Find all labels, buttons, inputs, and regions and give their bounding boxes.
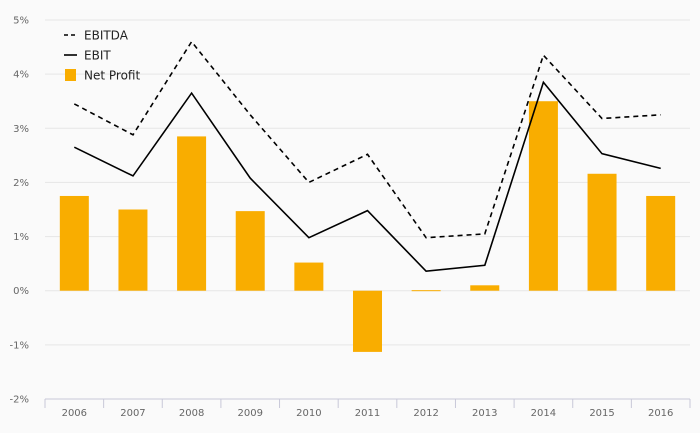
net-profit-bar [411,290,441,292]
net-profit-bar [470,285,500,291]
x-tick-label: 2009 [238,408,263,419]
x-tick-label: 2011 [355,408,380,419]
legend-label-ebitda: EBITDA [84,29,129,43]
x-tick-label: 2006 [62,408,87,419]
x-tick-label: 2012 [413,408,438,419]
x-tick-label: 2008 [179,408,204,419]
legend-swatch-net-profit [65,69,76,81]
net-profit-bar [118,209,148,291]
net-profit-bar [177,136,207,291]
y-axis: 5% 4% 3% 2% 1% 0% -1% -2% [10,16,29,406]
x-tick-label: 2014 [531,408,556,419]
x-tick-label: 2010 [296,408,321,419]
net-profit-bars [59,101,676,352]
x-tick-label: 2015 [589,408,614,419]
net-profit-bar [59,195,89,291]
y-tick-label: 3% [13,124,29,135]
ebit-line [73,80,661,273]
y-tick-label: -2% [10,395,29,406]
y-tick-label: 0% [13,286,29,297]
legend: EBITDA EBIT Net Profit [64,29,140,83]
y-tick-label: 5% [13,16,29,27]
x-tick-label: 2007 [120,408,145,419]
net-profit-bar [294,262,324,291]
net-profit-bar [353,290,382,352]
x-tick-label: 2016 [648,408,673,419]
y-tick-label: 2% [13,178,29,189]
net-profit-bar [528,101,558,291]
y-tick-label: 1% [13,232,29,243]
net-profit-bar [646,195,676,291]
series-lines [73,40,661,273]
legend-label-ebit: EBIT [84,49,111,63]
x-tick-label: 2013 [472,408,497,419]
legend-label-net-profit: Net Profit [84,69,140,83]
x-axis: 2006 2007 2008 2009 2010 2011 2012 2013 2014 2015… [44,398,691,419]
net-profit-bar [587,173,617,291]
y-tick-label: -1% [10,340,29,351]
net-profit-bar [235,211,265,291]
y-tick-label: 4% [13,70,29,81]
ebitda-line [73,40,661,239]
